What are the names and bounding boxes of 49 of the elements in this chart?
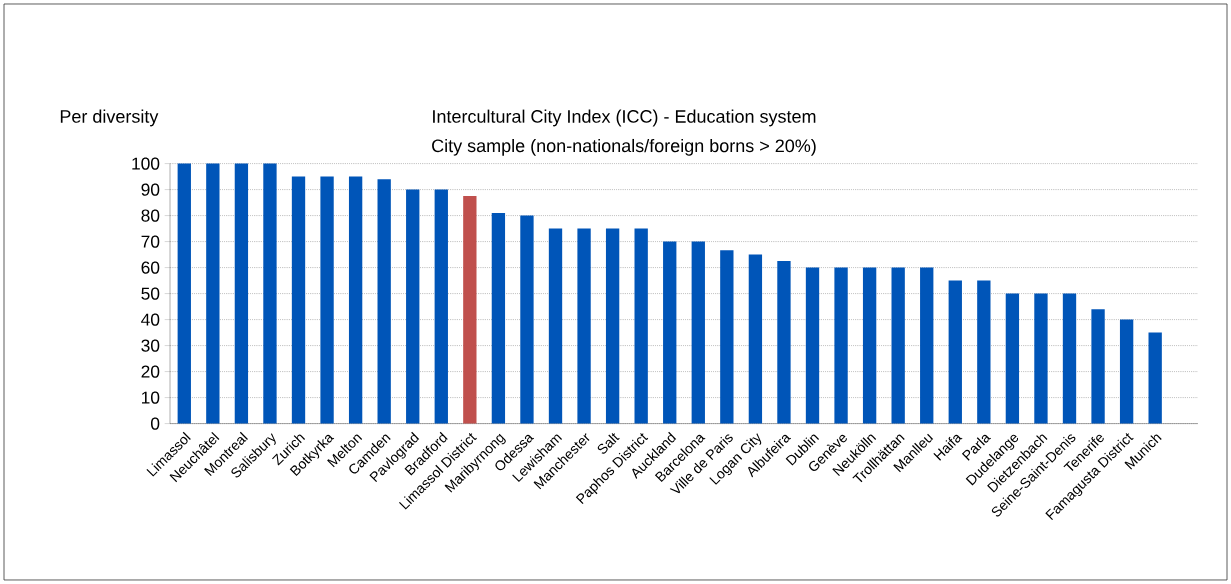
bar	[206, 163, 220, 424]
bar	[605, 228, 620, 424]
bar	[520, 215, 534, 424]
y-tick-label: 90	[141, 183, 160, 196]
bar	[348, 176, 363, 424]
bar	[291, 176, 306, 424]
bar	[748, 254, 763, 424]
chart-title: Intercultural City Index (ICC) - Education system	[433, 109, 816, 127]
bar	[891, 267, 905, 424]
bar	[634, 228, 648, 424]
bar	[491, 212, 506, 424]
bar	[548, 228, 563, 424]
bar	[948, 280, 962, 424]
bar	[691, 241, 705, 424]
y-tick-label: 50	[141, 287, 160, 300]
bar	[720, 250, 734, 424]
bar	[977, 280, 991, 424]
y-tick-label: 0	[150, 417, 160, 430]
bar	[1091, 309, 1105, 424]
bar	[1148, 332, 1162, 424]
bar	[1119, 319, 1134, 424]
bar	[463, 196, 477, 424]
y-tick-label: 30	[141, 339, 160, 352]
bar	[234, 163, 249, 424]
y-tick-label: 100	[132, 157, 160, 170]
y-tick-label: 20	[141, 365, 160, 378]
bar	[862, 267, 877, 424]
y-tick-label: 60	[141, 261, 160, 274]
bar	[434, 189, 448, 424]
bar	[577, 228, 591, 424]
y-axis-title: Per diversity	[60, 109, 159, 127]
bar	[320, 176, 334, 424]
y-tick-label: 70	[141, 235, 160, 248]
bar	[663, 241, 677, 424]
bar	[1005, 293, 1020, 424]
y-tick-label: 40	[141, 313, 160, 326]
bar	[263, 163, 277, 424]
bar	[805, 267, 820, 424]
bar	[834, 267, 848, 424]
bar	[177, 163, 191, 424]
bar	[1034, 293, 1048, 424]
bar	[377, 179, 391, 424]
bar	[920, 267, 934, 424]
y-tick-label: 80	[141, 209, 160, 222]
bar	[777, 261, 791, 424]
bar	[406, 189, 420, 424]
chart-subtitle: City sample (non-nationals/foreign borns > 20%)	[432, 138, 816, 156]
bar	[1062, 293, 1077, 424]
y-tick-label: 10	[142, 391, 160, 404]
